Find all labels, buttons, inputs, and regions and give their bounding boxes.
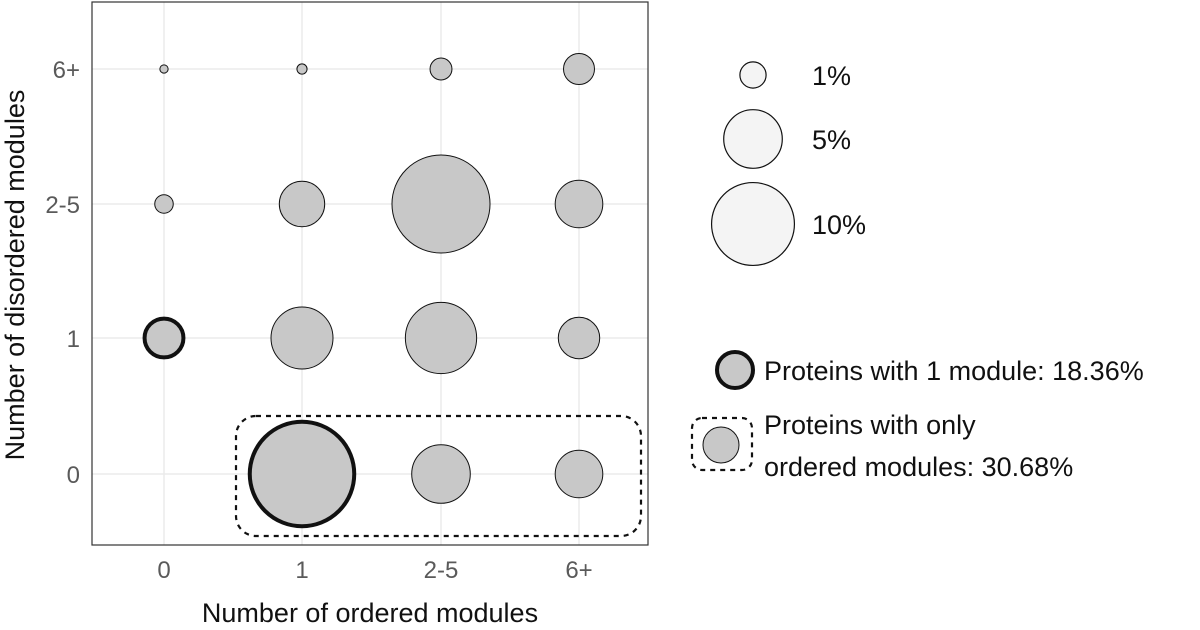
- x-tick-label: 6+: [565, 557, 592, 584]
- only-ordered-legend-symbol: [702, 426, 740, 464]
- bubbles: [142, 53, 604, 529]
- bubble-0-6+: [159, 64, 169, 74]
- bubble-2-5-6+: [429, 57, 453, 81]
- plot-panel-border: [91, 1, 649, 546]
- x-tick-label: 2-5: [424, 557, 459, 584]
- size-legend-label: 10%: [812, 210, 866, 240]
- x-tick-label: 0: [157, 557, 170, 584]
- bubble-0-1: [142, 316, 186, 360]
- bubble-1-1: [270, 306, 334, 370]
- y-axis-title: Number of disordered modules: [0, 90, 30, 461]
- bubble-2-5-0: [411, 444, 471, 504]
- size-legend-label: 5%: [812, 125, 851, 155]
- x-axis-title: Number of ordered modules: [202, 598, 538, 628]
- size-legend-circle: [710, 181, 796, 267]
- bubble-6+-2-5: [554, 179, 604, 229]
- one-module-legend-symbol: [715, 350, 755, 390]
- bubble-6+-0: [554, 449, 604, 499]
- one-module-legend-label: Proteins with 1 module: 18.36%: [764, 356, 1144, 386]
- size-legend: 1% 5% 10%: [710, 61, 866, 267]
- size-legend-circle: [723, 109, 783, 169]
- only-ordered-legend-label-line1: Proteins with only: [764, 410, 976, 440]
- y-tick-label: 0: [67, 462, 80, 489]
- bubble-0-2-5: [154, 194, 174, 214]
- y-tick-label: 6+: [53, 57, 80, 84]
- only-ordered-legend-box: [690, 416, 754, 472]
- y-tick-label: 1: [67, 326, 80, 353]
- x-tick-label: 1: [295, 557, 308, 584]
- y-tick-label: 2-5: [45, 192, 80, 219]
- size-legend-circle: [739, 61, 767, 89]
- bubble-2-5-1: [404, 301, 478, 375]
- bubble-1-6+: [296, 63, 308, 75]
- only-ordered-highlight-box: [234, 414, 643, 538]
- bubble-2-5-2-5: [391, 154, 491, 254]
- y-tick-labels: 0 1 2-5 6+: [45, 57, 80, 489]
- size-legend-label: 1%: [812, 61, 851, 91]
- only-ordered-legend-label-line2: ordered modules: 30.68%: [764, 452, 1073, 482]
- bubble-1-0: [247, 419, 357, 529]
- bubble-6+-6+: [563, 53, 595, 85]
- bubble-6+-1: [557, 316, 601, 360]
- x-tick-labels: 0 1 2-5 6+: [157, 557, 592, 584]
- bubble-1-2-5: [278, 180, 326, 228]
